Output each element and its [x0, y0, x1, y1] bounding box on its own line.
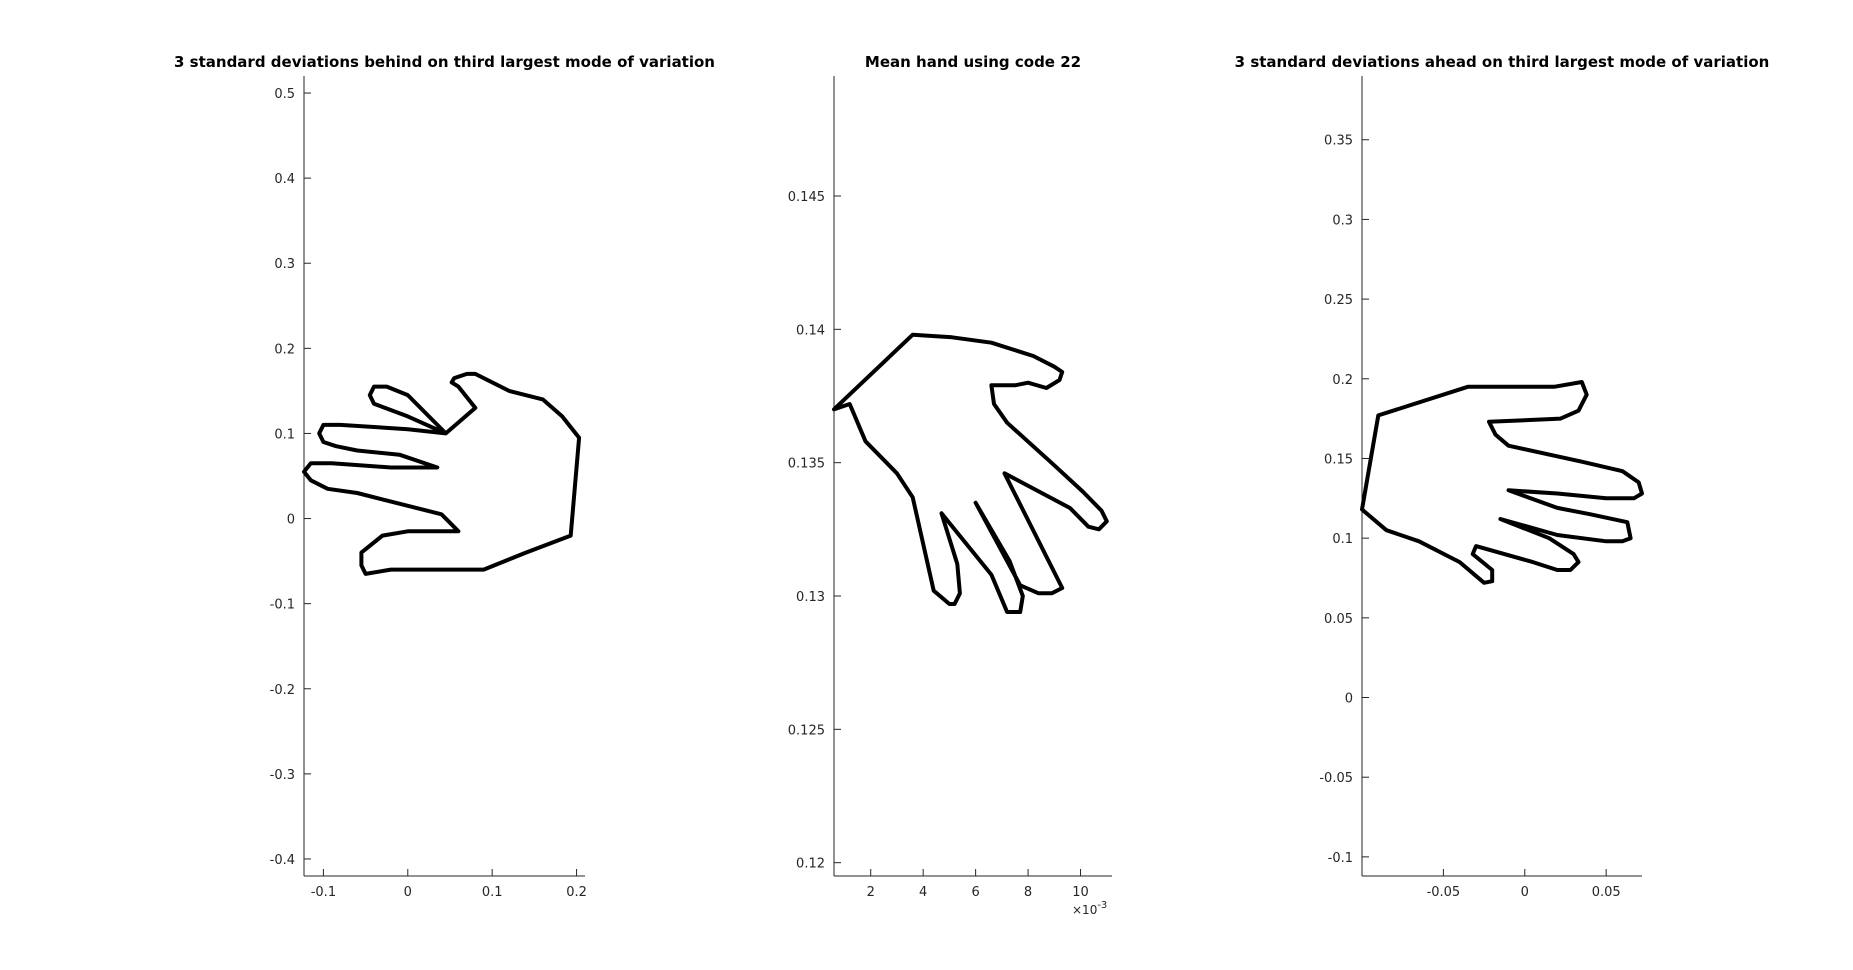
axes-title: 3 standard deviations ahead on third lar…: [1235, 53, 1770, 71]
subplot-mean: Mean hand using code 22 0.12 0.125 0.13 0.13…: [788, 53, 1112, 917]
y-tick-label: 0.2: [274, 342, 295, 357]
y-tick-label: 0.12: [796, 857, 825, 872]
y-tick-label: 0.145: [788, 190, 825, 205]
x-tick-label: 6: [971, 885, 979, 900]
y-tick-label: -0.1: [270, 598, 295, 613]
y-tick-label: -0.3: [270, 768, 295, 783]
x-tick-label: 0: [404, 885, 412, 900]
y-tick-label: 0.1: [274, 427, 295, 442]
x-tick-label: -0.1: [311, 885, 336, 900]
x-exponent-power: -3: [1097, 900, 1107, 911]
y-tick-label: -0.4: [270, 853, 295, 868]
y-tick-label: 0.125: [788, 723, 825, 738]
x-tick-label: 2: [867, 885, 875, 900]
y-tick-label: -0.05: [1319, 771, 1353, 786]
y-tick-label: 0.14: [796, 323, 825, 338]
subplot-behind: 3 standard deviations behind on third la…: [174, 53, 715, 900]
x-tick-label: 0.05: [1592, 885, 1621, 900]
y-tick-label: 0.1: [1332, 532, 1353, 547]
y-tick-label: 0.3: [1332, 213, 1353, 228]
x-tick-label: 10: [1072, 885, 1089, 900]
hand-outline-series: [1362, 382, 1642, 583]
x-exponent-base: ×10: [1072, 903, 1097, 917]
y-tick-label: 0: [287, 513, 295, 528]
x-exponent-label: ×10-3: [1072, 900, 1107, 917]
y-tick-label: -0.2: [270, 683, 295, 698]
y-tick-label: 0.13: [796, 590, 825, 605]
x-tick-label: -0.05: [1427, 885, 1461, 900]
x-tick-label: 8: [1024, 885, 1032, 900]
y-tick-label: 0.4: [274, 172, 295, 187]
x-tick-label: 0: [1521, 885, 1529, 900]
x-tick-label: 4: [919, 885, 927, 900]
hand-outline-series: [304, 374, 579, 574]
y-tick-label: 0.2: [1332, 373, 1353, 388]
y-tick-label: 0.135: [788, 457, 825, 472]
axes-title: 3 standard deviations behind on third la…: [174, 53, 715, 71]
y-tick-label: 0.3: [274, 257, 295, 272]
y-tick-label: 0.5: [274, 87, 295, 102]
subplot-ahead: 3 standard deviations ahead on third lar…: [1235, 53, 1770, 900]
x-tick-label: 0.1: [482, 885, 503, 900]
y-tick-label: 0.25: [1324, 293, 1353, 308]
y-tick-label: 0: [1345, 692, 1353, 707]
hand-outline-series: [834, 335, 1107, 612]
x-tick-label: 0.2: [566, 885, 587, 900]
y-tick-label: 0.05: [1324, 612, 1353, 627]
axes-title: Mean hand using code 22: [865, 53, 1081, 71]
y-tick-label: 0.35: [1324, 134, 1353, 149]
y-tick-label: 0.15: [1324, 452, 1353, 467]
y-tick-label: -0.1: [1328, 851, 1353, 866]
